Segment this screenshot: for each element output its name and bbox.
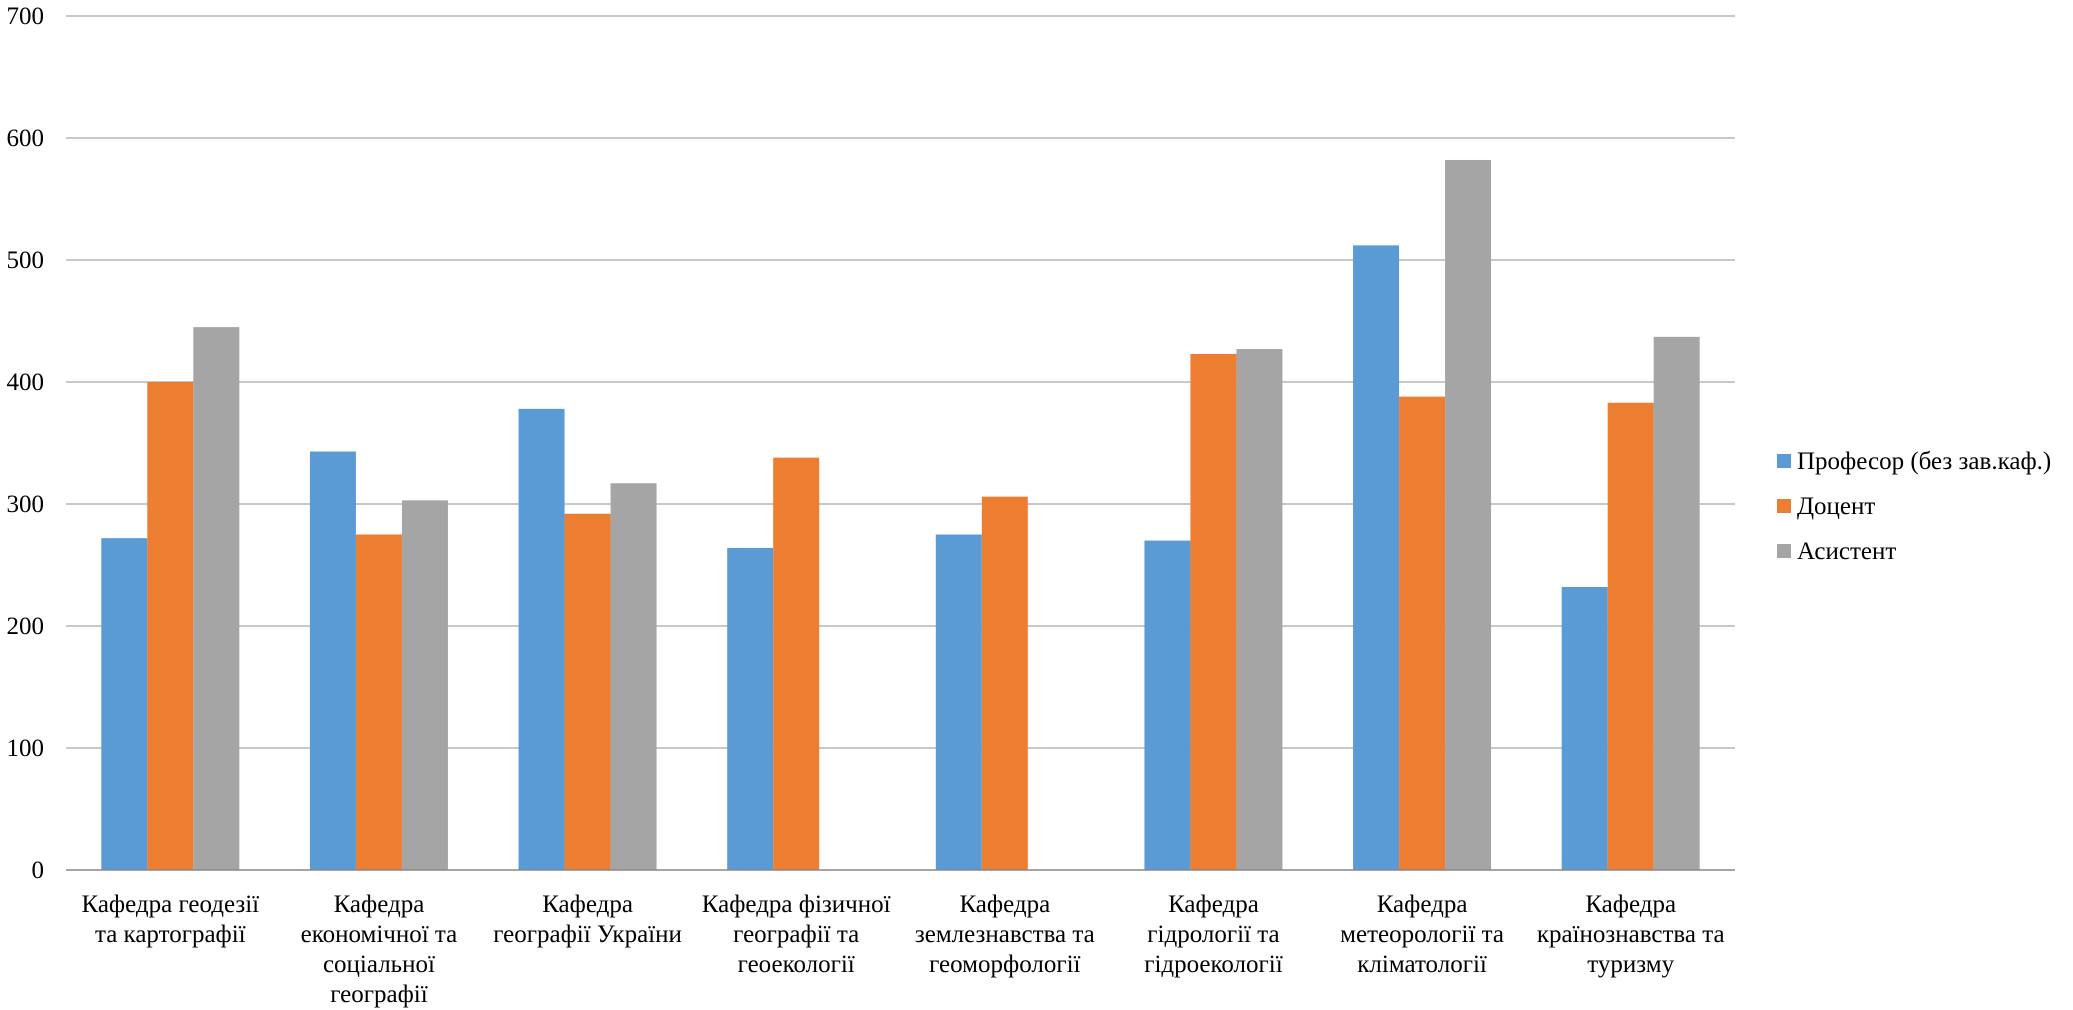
x-category-label-line: соціальної [323, 951, 435, 978]
x-category-label-line: Кафедра [334, 891, 425, 918]
x-category-label-line: країнознавства та [1537, 921, 1725, 948]
y-tick-label: 500 [7, 247, 45, 274]
x-category-label-line: метеорології та [1340, 921, 1504, 948]
bar-2-7 [1399, 396, 1446, 870]
bar-3-6 [1236, 349, 1283, 870]
y-axis-tick-labels: 0 100 200 300 400 500 600 700 [7, 3, 45, 884]
bar-1-7 [1353, 245, 1400, 871]
legend-label: Асистент [1797, 538, 1896, 565]
x-category-label: Кафедра фізичної географії та геоекології [702, 891, 891, 978]
bar-1-2 [309, 451, 356, 870]
x-category-label: Кафедра гідрології та гідроекології [1144, 891, 1283, 978]
bar-3-7 [1445, 159, 1492, 870]
x-category-label: Кафедра економічної та соціальної географії [301, 891, 458, 1008]
bar-1-4 [727, 547, 774, 870]
x-category-label-line: Кафедра [542, 891, 633, 918]
bar-1-1 [101, 538, 148, 870]
legend-swatch [1777, 544, 1791, 558]
bar-2-3 [564, 513, 611, 870]
legend-swatch [1777, 454, 1791, 468]
y-tick-label: 200 [7, 613, 45, 640]
bar-3-8 [1653, 336, 1700, 870]
bar-2-4 [773, 457, 820, 870]
y-tick-label: 700 [7, 3, 45, 30]
y-tick-label: 600 [7, 125, 45, 152]
x-category-label-line: гідроекології [1144, 951, 1283, 978]
bar-1-5 [935, 534, 982, 870]
x-category-label: Кафедра землезнавства та геоморфології [915, 891, 1095, 978]
x-category-label-line: гідрології та [1147, 921, 1279, 948]
x-category-label-line: землезнавства та [915, 921, 1095, 948]
legend-label: Доцент [1797, 493, 1875, 520]
x-category-label-line: кліматології [1357, 951, 1487, 978]
y-tick-label: 400 [7, 369, 45, 396]
x-category-label-line: Кафедра [1585, 891, 1676, 918]
bar-3-2 [401, 500, 448, 870]
bar-2-8 [1607, 402, 1654, 870]
legend: Професор (без зав.каф.) Доцент Асистент [1777, 448, 2051, 565]
bar-1-8 [1561, 586, 1608, 870]
x-category-label: Кафедра геодезії та картографії [81, 891, 259, 948]
bars [101, 159, 1700, 871]
y-tick-label: 100 [7, 735, 45, 762]
legend-label: Професор (без зав.каф.) [1797, 448, 2051, 475]
x-category-label-line: геоморфології [929, 951, 1080, 978]
bar-2-1 [147, 382, 194, 870]
bar-2-6 [1190, 353, 1237, 870]
bar-2-5 [981, 496, 1028, 870]
bar-3-3 [610, 483, 657, 870]
x-category-label: Кафедра географії України [493, 891, 682, 948]
x-category-label: Кафедра метеорології та кліматології [1340, 891, 1504, 978]
y-tick-label: 0 [32, 857, 45, 884]
x-axis-category-labels: Кафедра геодезії та картографії Кафедра еко… [81, 891, 1724, 1008]
bar-3-1 [193, 327, 240, 871]
x-category-label-line: Кафедра геодезії [81, 891, 259, 918]
bar-2-2 [355, 534, 402, 870]
x-category-label-line: географії [330, 981, 428, 1008]
x-category-label-line: та картографії [95, 921, 246, 948]
x-category-label: Кафедра країнознавства та туризму [1537, 891, 1725, 978]
x-category-label-line: економічної та [301, 921, 458, 948]
bar-1-6 [1144, 540, 1191, 870]
y-tick-label: 300 [7, 491, 45, 518]
bar-1-3 [518, 408, 565, 870]
x-category-label-line: Кафедра фізичної [702, 891, 891, 918]
x-category-label-line: географії та [733, 921, 859, 948]
legend-swatch [1777, 499, 1791, 513]
x-category-label-line: Кафедра [1168, 891, 1259, 918]
x-category-label-line: географії України [493, 921, 682, 948]
x-category-label-line: Кафедра [1377, 891, 1468, 918]
x-category-label-line: туризму [1587, 951, 1674, 978]
x-category-label-line: Кафедра [959, 891, 1050, 918]
x-category-label-line: геоекології [738, 951, 855, 978]
